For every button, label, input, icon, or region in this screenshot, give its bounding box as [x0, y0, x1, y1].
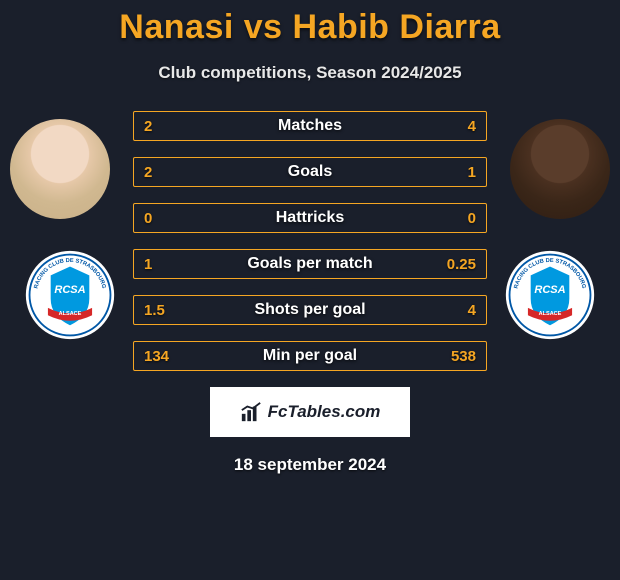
stat-row: 1.5 Shots per goal 4 [133, 295, 487, 325]
stat-row: 2 Matches 4 [133, 111, 487, 141]
stat-row: 1 Goals per match 0.25 [133, 249, 487, 279]
shield-icon: RCSA ALSACE RACING CLUB DE STRASBOURG [504, 249, 596, 341]
stat-row: 134 Min per goal 538 [133, 341, 487, 371]
stat-right-value: 4 [468, 118, 476, 135]
subtitle: Club competitions, Season 2024/2025 [0, 63, 620, 83]
stat-left-value: 1 [144, 256, 152, 273]
stat-label: Min per goal [134, 347, 486, 365]
branding-text: FcTables.com [268, 402, 381, 422]
stat-left-value: 1.5 [144, 302, 165, 319]
date-text: 18 september 2024 [0, 455, 620, 475]
stat-left-value: 0 [144, 210, 152, 227]
stat-label: Matches [134, 117, 486, 135]
shield-icon: RCSA ALSACE RACING CLUB DE STRASBOURG [24, 249, 116, 341]
stat-row: 0 Hattricks 0 [133, 203, 487, 233]
club-right-badge: RCSA ALSACE RACING CLUB DE STRASBOURG [500, 245, 600, 345]
branding-box: FcTables.com [210, 387, 410, 437]
svg-text:ALSACE: ALSACE [59, 311, 82, 317]
stat-left-value: 2 [144, 164, 152, 181]
stat-label: Goals per match [134, 255, 486, 273]
stat-label: Hattricks [134, 209, 486, 227]
comparison-area: RCSA ALSACE RACING CLUB DE STRASBOURG RC… [0, 111, 620, 475]
stat-right-value: 538 [451, 348, 476, 365]
stat-label: Goals [134, 163, 486, 181]
page-title: Nanasi vs Habib Diarra [0, 0, 620, 47]
stat-right-value: 1 [468, 164, 476, 181]
player-right-avatar [510, 119, 610, 219]
stat-right-value: 4 [468, 302, 476, 319]
svg-text:RCSA: RCSA [534, 284, 565, 296]
svg-text:ALSACE: ALSACE [539, 311, 562, 317]
stats-table: 2 Matches 4 2 Goals 1 0 Hattricks 0 1 Go… [133, 111, 487, 371]
chart-icon [240, 401, 262, 423]
svg-text:RCSA: RCSA [54, 284, 85, 296]
stat-right-value: 0.25 [447, 256, 476, 273]
stat-left-value: 2 [144, 118, 152, 135]
stat-left-value: 134 [144, 348, 169, 365]
stat-right-value: 0 [468, 210, 476, 227]
stat-row: 2 Goals 1 [133, 157, 487, 187]
stat-label: Shots per goal [134, 301, 486, 319]
club-left-badge: RCSA ALSACE RACING CLUB DE STRASBOURG [20, 245, 120, 345]
player-left-avatar [10, 119, 110, 219]
